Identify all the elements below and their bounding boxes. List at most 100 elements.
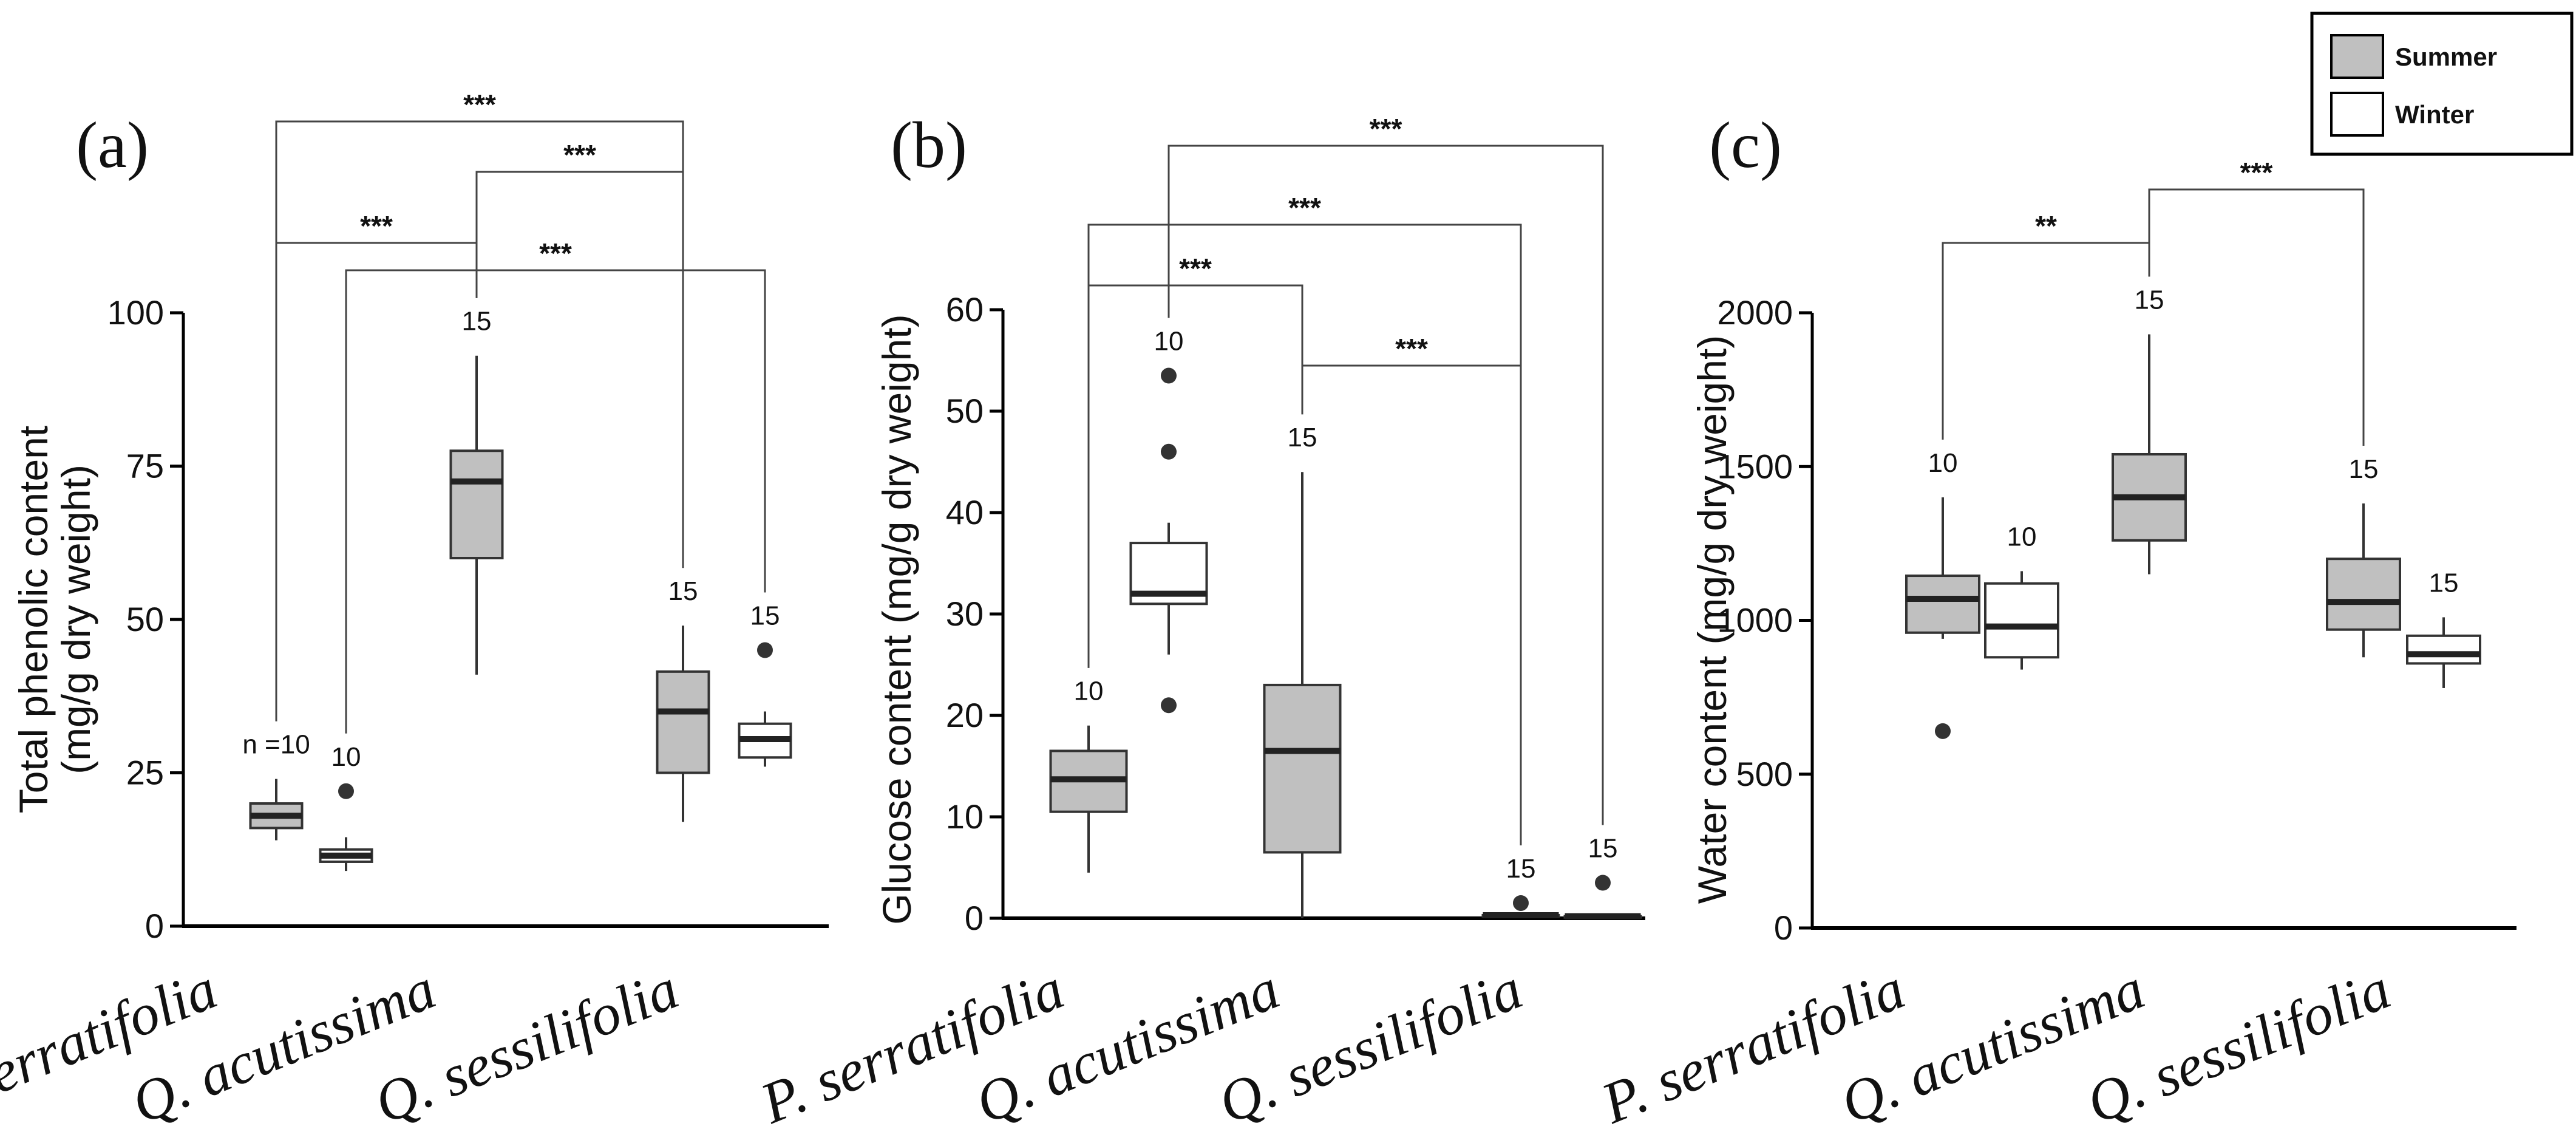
box-winter: 15: [738, 601, 792, 767]
legend: Summer Winter: [2310, 12, 2574, 156]
sample-size-label: 15: [2429, 568, 2459, 598]
box-summer: n =10: [242, 730, 310, 841]
box-body: [449, 449, 504, 559]
legend-label-summer: Summer: [2395, 43, 2497, 71]
panel-label: (a): [76, 109, 149, 182]
bracket-line: [1167, 145, 1604, 825]
significance-bracket: **: [1942, 210, 2150, 440]
y-tick-label: 1500: [1717, 447, 1793, 485]
box-summer: 15: [656, 576, 710, 822]
y-tick-label: 500: [1736, 755, 1793, 793]
bracket-line: [1942, 242, 2150, 440]
box-body: [2326, 558, 2401, 631]
sample-size-label: 10: [331, 742, 361, 772]
box-body: [656, 670, 710, 774]
sample-size-label: 15: [1506, 854, 1536, 884]
outlier-point: [1161, 697, 1177, 714]
sample-size-label: 15: [2349, 454, 2379, 484]
bracket-line: [1301, 364, 1522, 845]
significance-label: ***: [2240, 157, 2273, 188]
y-tick-label: 40: [946, 493, 984, 531]
box-summer: 10: [1049, 677, 1128, 873]
y-tick-label: 1000: [1717, 601, 1793, 640]
panel-a: (a) Total phenolic content(mg/g dry weigh…: [0, 89, 829, 1136]
y-tick-label: 0: [145, 907, 164, 945]
box-summer: 15: [449, 307, 504, 675]
box-winter: 10: [1129, 327, 1208, 714]
y-axis-label: Glucose content (mg/g dry weight): [874, 314, 919, 924]
significance-label: **: [2035, 210, 2057, 242]
box-winter: 10: [1984, 522, 2059, 670]
sample-size-label: 10: [1154, 327, 1184, 356]
y-axis-label: Water content (mg/g dry weight): [1690, 335, 1735, 904]
outlier-point: [1595, 875, 1611, 891]
bracket-line: [275, 120, 684, 721]
outlier-point: [1935, 723, 1951, 739]
significance-label: ***: [1179, 253, 1212, 284]
outlier-point: [1161, 367, 1177, 384]
y-axis-label-units: (mg/g dry weight): [53, 465, 98, 774]
significance-bracket: ***: [275, 210, 478, 721]
sample-size-label: n =10: [242, 730, 310, 760]
significance-label: ***: [539, 237, 572, 269]
significance-label: ***: [563, 139, 596, 171]
sample-size-label: 15: [1288, 423, 1317, 452]
y-tick-label: 50: [126, 600, 164, 638]
box-winter: 15: [2406, 568, 2481, 688]
sample-size-label: 10: [2007, 522, 2037, 551]
panel-label: (c): [1709, 109, 1782, 182]
box-body: [2406, 634, 2481, 665]
significance-bracket: ***: [275, 89, 684, 721]
box-winter: 10: [319, 742, 373, 871]
outlier-point: [1161, 443, 1177, 460]
significance-bracket: ***: [1301, 333, 1522, 845]
box-summer: 15: [2112, 285, 2187, 575]
y-axis-label: Total phenolic content: [11, 426, 56, 813]
significance-label: ***: [1370, 113, 1402, 145]
sample-size-label: 10: [1074, 677, 1104, 706]
box-summer: 10: [1905, 448, 1980, 739]
outlier-point: [757, 642, 773, 658]
y-tick-label: 10: [946, 797, 984, 836]
significance-bracket: ***: [1087, 253, 1303, 668]
sample-size-label: 15: [750, 601, 780, 631]
panel-label: (b): [891, 109, 967, 182]
significance-bracket: ***: [2148, 157, 2365, 446]
box-body: [1905, 575, 1980, 634]
y-tick-label: 0: [1774, 909, 1793, 947]
y-tick-label: 25: [126, 754, 164, 792]
box-winter: 15: [1563, 834, 1642, 919]
panel-c: (c) Water content (mg/g dry weight) 0 500 10…: [1592, 109, 2517, 1136]
bracket-line: [345, 269, 766, 734]
panel-b: (b) Glucose content (mg/g dry weight) 0 10 2…: [752, 109, 1645, 1136]
box-summer: 15: [1263, 423, 1342, 918]
significance-bracket: ***: [475, 139, 684, 568]
significance-label: ***: [1395, 333, 1428, 364]
y-tick-label: 30: [946, 595, 984, 633]
significance-label: ***: [463, 89, 496, 120]
sample-size-label: 15: [462, 307, 492, 336]
y-tick-label: 2000: [1717, 293, 1793, 332]
legend-swatch-winter: [2330, 92, 2384, 137]
sample-size-label: 10: [1928, 448, 1958, 478]
y-tick-label: 100: [107, 293, 164, 332]
box-summer: 15: [2326, 454, 2401, 658]
bracket-line: [275, 242, 478, 721]
significance-label: ***: [1288, 192, 1321, 223]
significance-bracket: ***: [345, 237, 766, 734]
y-tick-label: 75: [126, 447, 164, 485]
y-tick-label: 50: [946, 392, 984, 430]
legend-label-winter: Winter: [2395, 100, 2474, 129]
sample-size-label: 15: [668, 576, 698, 606]
y-tick-label: 60: [946, 290, 984, 329]
sample-size-label: 15: [2135, 285, 2164, 315]
y-tick-label: 20: [946, 696, 984, 734]
legend-swatch-summer: [2330, 34, 2384, 79]
box-body: [1263, 683, 1342, 854]
y-tick-label: 0: [965, 899, 984, 937]
bracket-line: [1087, 284, 1303, 668]
bracket-line: [2148, 188, 2365, 446]
significance-label: ***: [360, 210, 393, 242]
